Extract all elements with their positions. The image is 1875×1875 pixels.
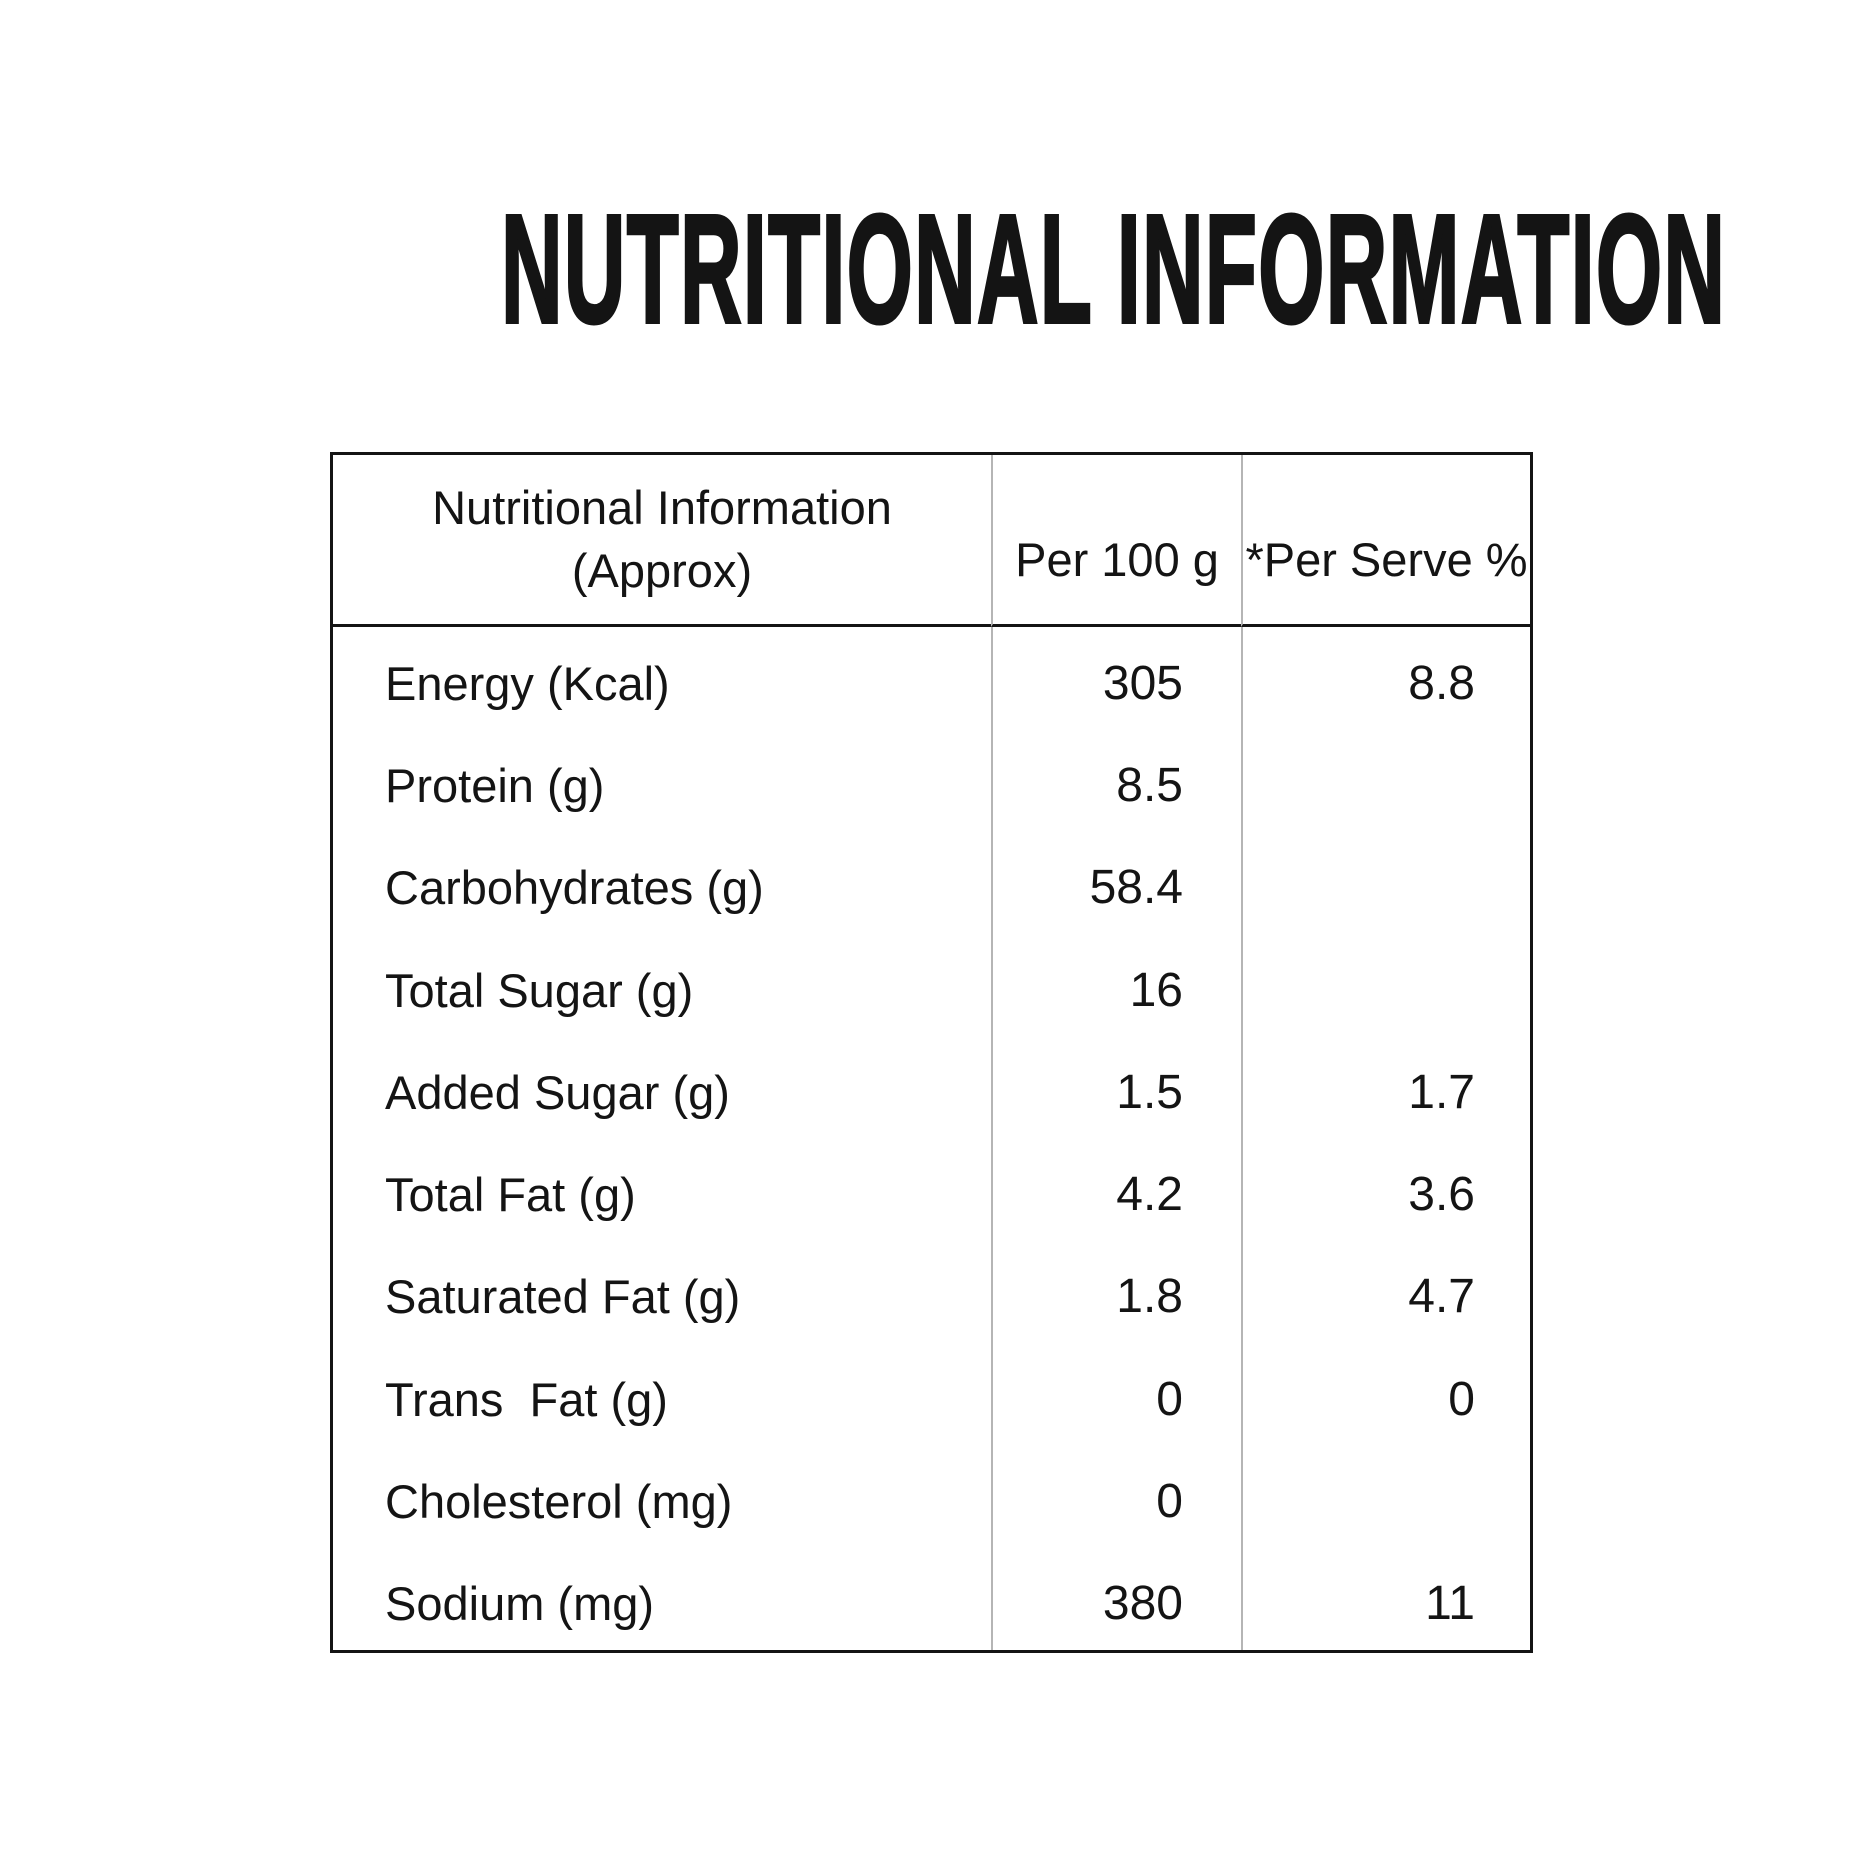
value-per-100g: 1.8 (991, 1240, 1241, 1344)
value-per-100g: 4.2 (991, 1138, 1241, 1241)
nutrient-label: Saturated Fat (g) (385, 1270, 741, 1324)
value-per-serve (1241, 831, 1530, 934)
value-per-100g: 58.4 (991, 831, 1241, 934)
value-per-100g: 0 (991, 1445, 1241, 1548)
nutrient-label: Sodium (mg) (385, 1577, 655, 1631)
nutrient-label: Added Sugar (g) (385, 1065, 730, 1119)
nutrient-label: Carbohydrates (g) (385, 861, 764, 915)
value-per-100g: 380 (991, 1547, 1241, 1650)
value-per-100g: 0 (991, 1343, 1241, 1446)
nutrient-label: Energy (Kcal) (385, 656, 670, 710)
value-per-serve: 11 (1241, 1547, 1530, 1650)
value-per-100g: 305 (991, 627, 1241, 730)
page-title: NUTRITIONAL INFORMATION (0, 183, 1875, 355)
nutrient-label: Cholesterol (mg) (385, 1475, 733, 1529)
header-per-serve: *Per Serve % (1241, 455, 1530, 627)
nutrient-label: Trans Fat (g) (385, 1372, 668, 1426)
value-per-100g: 1.5 (991, 1036, 1241, 1139)
value-per-100g: 8.5 (991, 729, 1241, 832)
header-nutritional-information: Nutritional Information (Approx) (333, 455, 991, 627)
value-per-serve: 0 (1241, 1343, 1530, 1446)
value-per-serve: 4.7 (1241, 1240, 1530, 1344)
nutrition-table: Nutritional Information (Approx) Per 100… (330, 452, 1533, 1653)
value-per-serve: 8.8 (1241, 627, 1530, 730)
nutrient-label: Protein (g) (385, 758, 605, 812)
value-per-serve (1241, 933, 1530, 1037)
value-per-100g: 16 (991, 933, 1241, 1037)
nutrient-label: Total Fat (g) (385, 1168, 636, 1222)
page-title-text: NUTRITIONAL INFORMATION (500, 183, 1727, 355)
value-per-serve (1241, 1445, 1530, 1548)
header-per-100g: Per 100 g (991, 455, 1241, 627)
value-per-serve: 1.7 (1241, 1036, 1530, 1139)
nutrient-label: Total Sugar (g) (385, 963, 694, 1017)
value-per-serve (1241, 729, 1530, 832)
value-per-serve: 3.6 (1241, 1138, 1530, 1241)
